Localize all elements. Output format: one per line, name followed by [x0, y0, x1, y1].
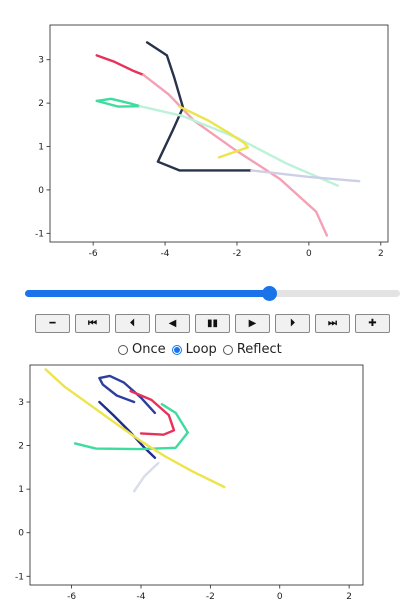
reflect-radio[interactable]	[222, 344, 233, 355]
play-reverse-button[interactable]: ◀	[155, 314, 190, 333]
x-tick-label: -4	[161, 249, 170, 259]
increase-speed-icon: ✚	[368, 317, 377, 329]
x-tick-label: -2	[232, 249, 241, 259]
y-tick-label: 2	[38, 99, 44, 109]
trajectory-plot-top: -6 -4 -2 0 2 -1 0 1 2 3	[35, 24, 389, 259]
x-tick-label: -2	[206, 592, 215, 602]
y-tick-label: 1	[18, 485, 24, 495]
decrease-speed-icon: ━	[49, 317, 56, 329]
x-tick-label: -6	[67, 592, 76, 602]
first-frame-icon: ⏮	[88, 317, 97, 329]
pause-icon: ▮▮	[206, 317, 218, 329]
y-tick-label: -1	[35, 229, 44, 239]
play-button[interactable]: ▶	[235, 314, 270, 333]
loop-label: Loop	[185, 342, 217, 357]
plot-frame	[49, 24, 389, 243]
x-tick-label: -4	[137, 592, 146, 602]
reflect-label: Reflect	[236, 342, 282, 357]
mode-option-reflect[interactable]: Reflect	[222, 342, 282, 357]
previous-frame-button[interactable]: ⏴	[115, 314, 150, 333]
loop-radio[interactable]	[171, 344, 182, 355]
next-frame-icon: ⏵	[290, 317, 295, 329]
decrease-speed-button[interactable]: ━	[35, 314, 70, 333]
trajectory-line-1	[95, 54, 145, 77]
trajectory-line-4	[73, 403, 189, 451]
once-radio[interactable]	[118, 344, 128, 355]
x-tick-label: 0	[277, 592, 283, 602]
next-frame-button[interactable]: ⏵	[275, 314, 310, 333]
increase-speed-button[interactable]: ✚	[355, 314, 390, 333]
slider-thumb[interactable]	[261, 286, 277, 301]
play-reverse-icon: ◀	[168, 317, 177, 329]
y-tick-label: 3	[18, 398, 24, 408]
y-tick-label: -1	[15, 572, 24, 582]
x-tick-label: 0	[306, 249, 312, 259]
mode-option-loop[interactable]: Loop	[171, 342, 217, 357]
mode-option-once[interactable]: Once	[118, 342, 166, 357]
y-tick-label: 0	[18, 529, 24, 539]
trajectory-line-2	[142, 73, 329, 237]
once-label: Once	[132, 342, 166, 357]
loop-mode-selector: Once Loop Reflect	[118, 342, 288, 357]
y-tick-label: 0	[38, 186, 44, 196]
slider-fill	[25, 290, 269, 297]
first-frame-button[interactable]: ⏮	[75, 314, 110, 333]
x-tick-label: 2	[378, 249, 384, 259]
x-tick-label: 2	[346, 592, 352, 602]
play-icon: ▶	[248, 317, 257, 329]
trajectory-plot-bottom: -6 -4 -2 0 2 -1 0 1 2 3	[15, 364, 364, 602]
last-frame-icon: ⏭	[328, 317, 337, 329]
y-tick-label: 3	[38, 56, 44, 66]
trajectory-line-6	[132, 461, 160, 493]
last-frame-button[interactable]: ⏭	[315, 314, 350, 333]
trajectory-line-5	[44, 368, 226, 489]
trajectory-line-3	[129, 389, 176, 436]
trajectory-line-3	[145, 41, 253, 172]
trajectory-line-4	[95, 97, 142, 108]
previous-frame-icon: ⏴	[130, 317, 135, 329]
trajectory-line-7	[250, 169, 361, 183]
x-tick-label: -6	[89, 249, 98, 259]
trajectory-line-6	[178, 105, 249, 159]
pause-button[interactable]: ▮▮	[195, 314, 230, 333]
y-tick-label: 1	[38, 143, 44, 153]
y-tick-label: 2	[18, 442, 24, 452]
radio-selected-dot	[173, 346, 180, 353]
frame-slider[interactable]	[25, 286, 400, 301]
